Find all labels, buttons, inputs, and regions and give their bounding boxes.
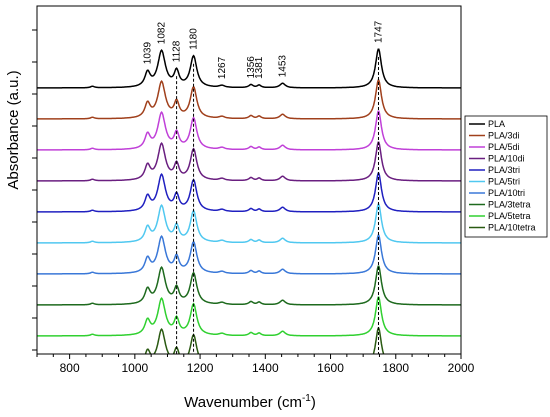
peak-label-1180: 1180 [189,28,200,50]
peak-label-1128: 1128 [172,40,183,62]
legend-item: PLA/3tri [469,165,520,175]
y-tick-layer [32,29,37,351]
legend-label: PLA/10tetra [488,223,536,233]
series-line-pla-5di [37,110,461,151]
dashed-line-layer [176,56,379,354]
x-tick-label-1800: 1800 [382,361,409,375]
legend-label: PLA/3tri [488,165,520,175]
legend-item: PLA/10tri [469,188,525,198]
legend-item: PLA/10di [469,154,525,164]
legend-item: PLA/3di [469,131,520,141]
x-tick-label-800: 800 [60,361,80,375]
peak-label-1267: 1267 [217,56,228,79]
legend-item: PLA/3tetra [469,200,531,210]
series-layer [37,48,461,354]
series-line-pla [37,48,461,89]
legend-label: PLA/10tri [488,188,525,198]
peak-label-1082: 1082 [157,22,168,45]
x-tick-label-2000: 2000 [448,361,475,375]
peak-label-1453: 1453 [278,55,289,78]
x-tick-label-1200: 1200 [187,361,214,375]
legend-item: PLA/5di [469,142,520,152]
legend-item: PLA/5tri [469,177,520,187]
legend-label: PLA/3tetra [488,200,531,210]
series-line-pla-3tetra [37,265,461,306]
peak-label-1381: 1381 [254,56,265,79]
legend-label: PLA [488,119,505,129]
legend-label: PLA/10di [488,154,525,164]
legend-item: PLA/10tetra [469,223,536,233]
legend-label: PLA/5di [488,142,520,152]
x-tick-label-1400: 1400 [252,361,279,375]
peak-label-1039: 1039 [143,42,154,65]
series-line-pla-3di [37,79,461,120]
series-line-pla-3tri [37,172,461,213]
legend-item: PLA/5tetra [469,211,531,221]
legend-item: PLA [469,119,505,129]
legend-label: PLA/5tetra [488,211,531,221]
legend-label: PLA/3di [488,131,520,141]
x-axis-title: Wavenumber (cm-1) [184,393,316,411]
x-tick-layer: 800 1000 1200 1400 1600 1800 2000 [36,354,475,375]
peak-label-1747: 1747 [374,20,385,43]
x-tick-label-1600: 1600 [317,361,344,375]
series-line-pla-10tri [37,234,461,275]
series-line-pla-10di [37,141,461,182]
series-line-pla-5tri [37,203,461,244]
y-axis-title: Absorbance (a.u.) [5,70,22,189]
series-line-pla-5tetra [37,296,461,337]
x-tick-label-1000: 1000 [121,361,148,375]
peak-label-1356: 1356 [246,56,257,79]
legend-label: PLA/5tri [488,177,520,187]
